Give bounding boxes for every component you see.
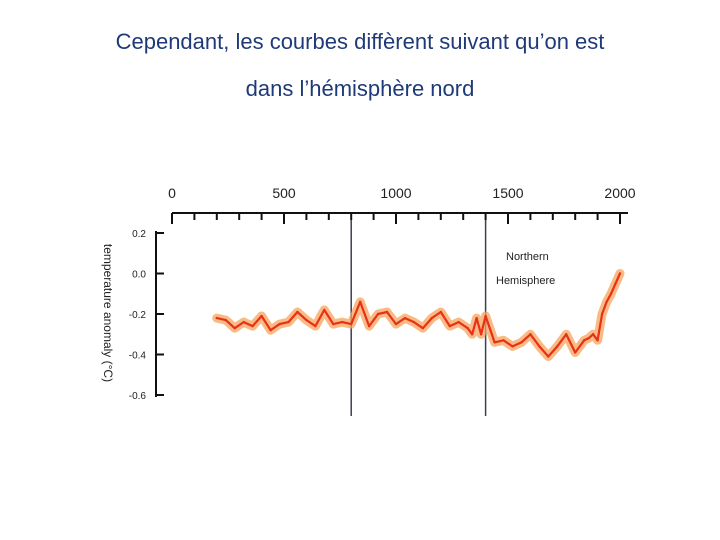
data-point bbox=[287, 320, 290, 324]
y-tick-label: -0.4 bbox=[129, 351, 147, 362]
data-point bbox=[224, 318, 227, 322]
x-tick-label: 2000 bbox=[604, 185, 635, 201]
data-point bbox=[403, 316, 407, 320]
data-point bbox=[596, 339, 599, 342]
data-point bbox=[574, 351, 577, 354]
data-point bbox=[260, 314, 263, 318]
data-point bbox=[591, 333, 595, 336]
y-tick-label: -0.2 bbox=[129, 310, 147, 321]
data-point bbox=[448, 324, 451, 328]
x-tick-label: 0 bbox=[168, 185, 176, 201]
slide-title-line-2: dans l’hémisphère nord bbox=[245, 76, 475, 101]
data-point bbox=[614, 282, 617, 285]
annotation-line-2: Hemisphere bbox=[496, 275, 555, 287]
data-point bbox=[430, 316, 434, 320]
data-point bbox=[479, 333, 483, 336]
data-point bbox=[484, 314, 487, 318]
x-tick-label: 1500 bbox=[492, 185, 523, 201]
data-point bbox=[341, 320, 344, 324]
data-point bbox=[314, 324, 317, 328]
data-point bbox=[242, 320, 245, 324]
data-point bbox=[358, 300, 362, 304]
data-point bbox=[556, 345, 559, 348]
data-point bbox=[457, 320, 460, 324]
series-line bbox=[215, 272, 622, 358]
x-tick-label: 1000 bbox=[380, 185, 411, 201]
data-point bbox=[394, 322, 398, 326]
data-point bbox=[529, 333, 532, 336]
annotation-line-1: Northern bbox=[506, 251, 549, 263]
series-layer bbox=[215, 272, 622, 358]
data-point bbox=[305, 318, 308, 322]
x-tick-label: 500 bbox=[272, 185, 296, 201]
data-point bbox=[587, 337, 590, 340]
data-point bbox=[565, 333, 568, 336]
x-axis: 0 500 1000 1500 2000 bbox=[168, 185, 636, 224]
data-point bbox=[376, 312, 380, 316]
data-point bbox=[547, 355, 550, 358]
data-point bbox=[215, 316, 218, 320]
data-point bbox=[269, 329, 272, 332]
data-point bbox=[233, 326, 236, 330]
data-point bbox=[520, 341, 523, 344]
data-point bbox=[421, 326, 425, 330]
data-point bbox=[582, 339, 586, 342]
data-point bbox=[332, 322, 335, 326]
data-point bbox=[278, 322, 281, 326]
data-point bbox=[538, 345, 541, 348]
data-point bbox=[350, 322, 353, 326]
data-point bbox=[502, 339, 505, 342]
y-axis-label: temperature anomaly (°C) bbox=[101, 244, 115, 382]
data-point bbox=[609, 292, 613, 295]
slide-title-line-1: Cependant, les courbes diffèrent suivant… bbox=[115, 29, 605, 54]
data-point bbox=[618, 272, 622, 275]
data-point bbox=[385, 310, 389, 314]
data-point bbox=[323, 308, 326, 312]
data-point bbox=[466, 326, 469, 330]
data-point bbox=[493, 341, 496, 344]
data-point bbox=[511, 345, 514, 348]
y-tick-label: 0.0 bbox=[132, 270, 146, 281]
data-point bbox=[367, 324, 371, 328]
data-point bbox=[412, 320, 416, 324]
data-point bbox=[470, 333, 474, 336]
data-point bbox=[439, 310, 442, 314]
data-point bbox=[251, 324, 254, 328]
data-point bbox=[605, 300, 608, 304]
y-axis: 0.2 0.0 -0.2 -0.4 -0.6 bbox=[129, 229, 164, 402]
data-point bbox=[600, 312, 604, 316]
y-tick-label: 0.2 bbox=[132, 229, 146, 240]
y-tick-label: -0.6 bbox=[129, 391, 147, 402]
data-point bbox=[296, 310, 299, 314]
data-point bbox=[475, 316, 478, 320]
